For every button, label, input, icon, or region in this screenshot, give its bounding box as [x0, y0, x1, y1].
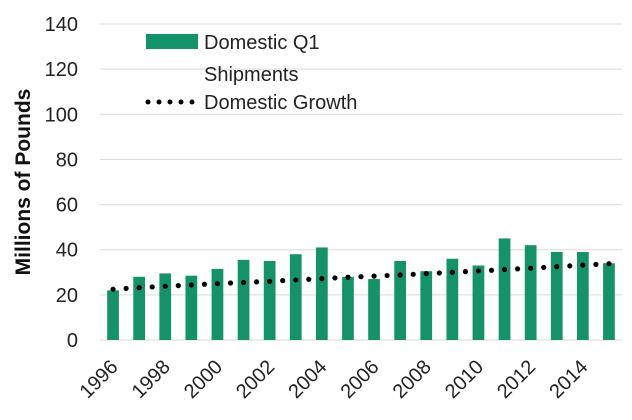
y-tick-label: 60: [56, 195, 78, 217]
growth-line-dot: [410, 271, 416, 277]
growth-line-dot: [280, 278, 286, 284]
growth-line-dot: [528, 265, 534, 271]
x-tick-label: 2014: [545, 356, 592, 403]
bar: [107, 290, 119, 340]
bar: [159, 273, 172, 340]
bar: [550, 251, 563, 340]
growth-line-dot: [423, 271, 429, 277]
y-tick-label: 100: [45, 104, 78, 126]
bar: [472, 265, 485, 340]
y-axis-label: Millions of Pounds: [12, 89, 35, 276]
growth-line-dot: [162, 283, 168, 289]
x-tick-label: 2006: [337, 356, 384, 403]
y-tick-label: 40: [56, 240, 78, 262]
growth-line-dot: [397, 272, 403, 278]
bar: [237, 259, 250, 340]
growth-line-dot: [345, 274, 351, 280]
growth-line-dot: [319, 276, 325, 282]
y-tick-label: 0: [67, 330, 78, 352]
gridlines: [100, 23, 622, 341]
growth-line-dot: [201, 281, 207, 287]
legend: Domestic Q1 Shipments Domestic Growth: [145, 32, 357, 114]
growth-line-dot: [515, 266, 521, 272]
y-tick-label: 140: [45, 14, 78, 36]
y-axis-ticks: 0 20 40 60 80 100 120 140: [45, 14, 78, 352]
bar-series: [107, 238, 615, 340]
x-tick-label: 2002: [232, 356, 279, 403]
bar: [576, 251, 589, 340]
legend-line-label: Domestic Growth: [204, 92, 357, 114]
growth-line-dot: [488, 267, 495, 273]
growth-line-dot: [175, 283, 181, 289]
x-tick-label: 1998: [128, 356, 175, 403]
growth-line-dot: [240, 279, 247, 286]
bar: [446, 258, 459, 340]
growth-line-dot: [606, 261, 612, 267]
x-tick-label: 2000: [180, 356, 227, 403]
x-tick-label: 2010: [441, 356, 488, 403]
bar: [368, 279, 380, 340]
x-tick-label: 1996: [76, 356, 123, 403]
growth-line-dot: [149, 284, 155, 290]
growth-line-dot: [188, 282, 194, 288]
y-tick-label: 80: [56, 149, 78, 171]
growth-line-dot: [332, 275, 338, 281]
bar: [263, 261, 276, 340]
growth-line-dot: [293, 277, 299, 283]
growth-line-dot: [567, 263, 573, 269]
growth-line-dot: [371, 273, 377, 279]
legend-bar-label-line1: Domestic Q1: [204, 32, 320, 54]
x-axis-ticks: 1996 1998 2000 2002 2004 2006 2008 2010 2012 2014: [76, 356, 593, 403]
bar: [342, 276, 354, 340]
growth-line-dot: [136, 285, 142, 291]
growth-line-dot: [267, 278, 273, 284]
growth-line-dot: [449, 269, 455, 275]
growth-series: [110, 261, 612, 292]
growth-line-dot: [501, 266, 508, 273]
bar: [498, 238, 511, 340]
growth-line-dot: [580, 262, 586, 268]
growth-line-dot: [110, 286, 116, 292]
growth-line-dot: [358, 274, 364, 280]
y-tick-label: 20: [56, 285, 78, 307]
growth-line-dot: [436, 270, 442, 276]
legend-bar-label-line2: Shipments: [204, 64, 299, 86]
bar: [211, 268, 224, 340]
growth-line-dot: [593, 261, 599, 267]
x-tick-label: 2004: [284, 356, 331, 403]
x-tick-label: 2012: [493, 356, 540, 403]
growth-line-dot: [554, 264, 560, 270]
y-tick-label: 120: [45, 59, 78, 81]
x-tick-label: 2008: [389, 356, 436, 403]
growth-line-dot: [227, 280, 234, 286]
growth-line-dot: [541, 264, 547, 271]
bar: [524, 245, 537, 340]
growth-line-dot: [306, 276, 312, 282]
bar: [420, 271, 433, 340]
bar: [133, 276, 146, 340]
growth-line-dot: [475, 268, 482, 274]
legend-bar-swatch: [146, 34, 198, 49]
growth-line-dot: [384, 272, 390, 279]
growth-line-dot: [214, 280, 221, 287]
bar: [394, 261, 407, 340]
growth-line-dot: [254, 279, 260, 285]
bar: [289, 254, 302, 340]
bar: [315, 247, 328, 340]
bar: [603, 263, 615, 340]
bar: [185, 275, 198, 340]
growth-line-dot: [123, 285, 129, 292]
growth-line-dot: [462, 269, 468, 275]
